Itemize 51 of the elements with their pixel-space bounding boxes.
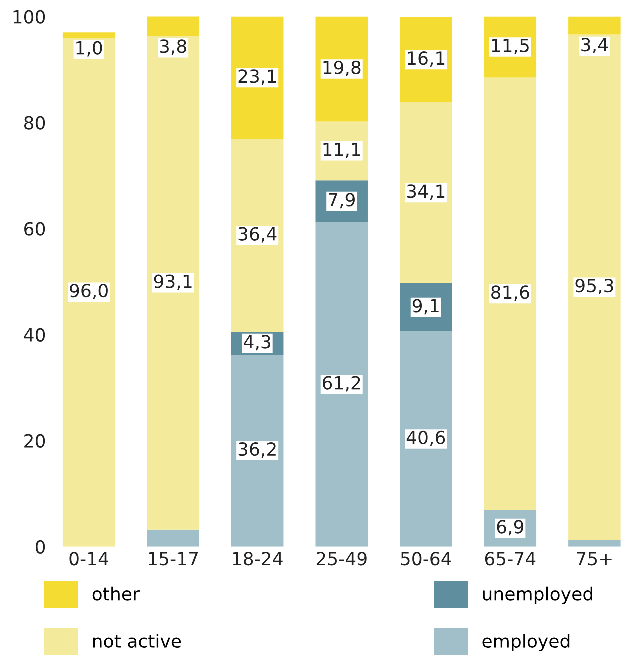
bar bbox=[147, 16, 200, 36]
data-label: 23,1 bbox=[238, 70, 276, 86]
data-label: 34,1 bbox=[407, 184, 445, 200]
data-label: 93,1 bbox=[154, 274, 192, 290]
y-tick-label: 20 bbox=[24, 434, 46, 448]
data-label: 19,8 bbox=[324, 60, 361, 76]
x-tick-label: 25-49 bbox=[316, 552, 367, 566]
bar bbox=[400, 102, 452, 284]
legend-label: other bbox=[92, 586, 140, 601]
x-tick-label: 15-17 bbox=[149, 552, 198, 566]
data-label: 36,4 bbox=[238, 227, 277, 243]
x-tick-label: 50-64 bbox=[401, 552, 452, 566]
bar bbox=[400, 332, 452, 547]
bar bbox=[62, 32, 116, 38]
bar bbox=[484, 78, 537, 510]
y-tick-label: 80 bbox=[24, 116, 46, 130]
bar bbox=[568, 540, 621, 547]
data-label: 1,0 bbox=[76, 41, 102, 57]
data-label: 4,3 bbox=[244, 335, 270, 351]
y-tick-label: 100 bbox=[14, 10, 46, 24]
data-label: 95,3 bbox=[576, 278, 614, 294]
legend-label: unemployed bbox=[483, 586, 592, 604]
data-label: 6,9 bbox=[497, 520, 524, 536]
x-tick-label: 65-74 bbox=[485, 552, 536, 566]
legend-label: employed bbox=[482, 634, 570, 652]
data-label: 36,2 bbox=[238, 442, 276, 458]
data-label: 96,0 bbox=[70, 284, 108, 300]
y-tick-label: 60 bbox=[24, 222, 46, 236]
bar bbox=[316, 222, 368, 547]
data-label: 3,4 bbox=[582, 38, 608, 54]
bar bbox=[568, 34, 621, 540]
data-label: 3,8 bbox=[160, 40, 186, 56]
x-tick-label: 18-24 bbox=[233, 552, 283, 566]
bar bbox=[147, 36, 200, 530]
legend-label: not active bbox=[93, 634, 182, 648]
data-label: 9,1 bbox=[412, 299, 439, 315]
y-tick-label: 40 bbox=[24, 328, 46, 342]
data-label: 81,6 bbox=[492, 286, 530, 302]
data-label: 7,9 bbox=[328, 193, 355, 209]
data-label: 11,5 bbox=[492, 39, 529, 54]
bar bbox=[568, 16, 621, 35]
bar bbox=[62, 38, 116, 547]
x-tick-label: 0-14 bbox=[70, 552, 109, 566]
bar bbox=[147, 530, 200, 547]
data-label: 11,1 bbox=[324, 142, 360, 158]
x-tick-label: 75+ bbox=[577, 552, 612, 566]
data-label: 40,6 bbox=[406, 430, 446, 446]
data-label: 61,2 bbox=[323, 376, 360, 392]
bar bbox=[231, 16, 284, 140]
y-tick-label: 0 bbox=[36, 540, 46, 554]
data-label: 16,1 bbox=[408, 52, 445, 68]
